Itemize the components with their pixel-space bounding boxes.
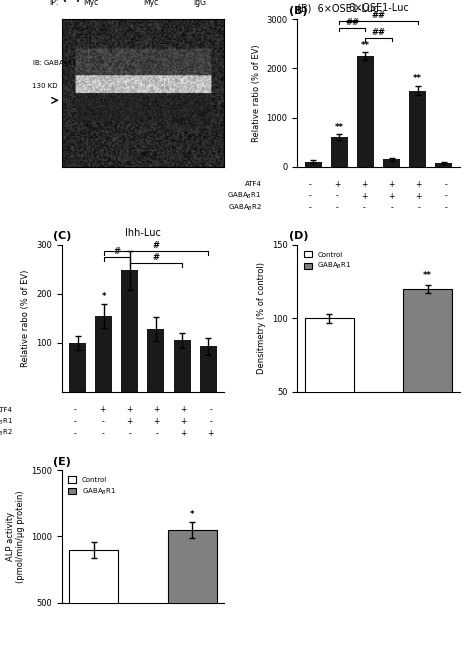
Text: +: + [361,179,368,189]
Bar [383,159,400,167]
Text: -: - [444,192,447,200]
Text: #: # [113,247,120,255]
Text: **: ** [335,122,344,132]
Bar [200,346,217,392]
Text: *: * [101,292,106,301]
Text: -: - [74,417,77,426]
Text: 130 KD: 130 KD [32,83,58,89]
Text: -: - [155,429,158,437]
Text: +: + [181,405,187,414]
Text: +: + [154,417,160,426]
Bar [121,270,138,392]
Text: +: + [127,417,133,426]
Text: (B)  6×OSE1-Luc: (B) 6×OSE1-Luc [297,3,379,13]
Bar [357,56,374,167]
Bar [331,137,348,167]
Text: (D): (D) [289,231,309,241]
Text: ##: ## [372,28,385,37]
Text: ##: ## [372,12,385,21]
Y-axis label: Relative rabo (% of EV): Relative rabo (% of EV) [21,270,30,367]
Text: +: + [208,429,214,437]
Text: **: ** [413,75,422,83]
Text: -: - [336,192,339,200]
Text: (B): (B) [289,6,308,16]
Text: IB: GABA$_B$R1: IB: GABA$_B$R1 [32,58,78,69]
Text: **: ** [423,271,432,280]
Text: -: - [101,417,104,426]
Text: -: - [444,179,447,189]
Text: -: - [74,429,77,437]
Bar [69,550,118,648]
Bar [173,340,191,392]
Text: Myc: Myc [143,0,159,6]
Text: +: + [415,179,422,189]
Text: IgG: IgG [193,0,206,6]
Text: #: # [153,240,159,249]
Text: -: - [390,203,393,213]
Text: -: - [101,429,104,437]
Text: #: # [153,253,159,262]
Y-axis label: ALP activity
(pmol/min/μg protein): ALP activity (pmol/min/μg protein) [6,490,25,583]
Text: +: + [181,417,187,426]
Text: Myc: Myc [83,0,99,6]
Text: GABA$_B$R2: GABA$_B$R2 [228,203,262,213]
Bar [409,91,426,167]
Text: +: + [154,405,160,414]
Text: -: - [210,417,212,426]
Text: ##: ## [346,18,359,27]
Text: (E): (E) [54,457,72,467]
Title: 6×OSE1-Luc: 6×OSE1-Luc [348,3,409,13]
Text: +: + [361,192,368,200]
Y-axis label: Densitmetry (% of control): Densitmetry (% of control) [257,262,266,375]
Bar [436,163,452,167]
Bar [305,318,354,465]
Text: -: - [309,192,311,200]
Text: ATF4: ATF4 [245,181,262,187]
Bar [69,343,86,392]
Text: +: + [415,192,422,200]
Text: ATF4: ATF4 [0,407,13,413]
Bar [147,329,164,392]
Text: *: * [190,510,194,519]
Text: -: - [309,203,311,213]
Text: +: + [181,429,187,437]
Text: -: - [128,429,131,437]
Text: +: + [334,179,340,189]
Legend: Control, GABA$_B$R1: Control, GABA$_B$R1 [65,474,118,500]
Text: **: ** [361,41,370,50]
Text: IP:: IP: [49,0,58,6]
Text: GABA$_B$R1: GABA$_B$R1 [228,191,262,201]
Text: -: - [74,405,77,414]
Text: +: + [388,192,395,200]
Text: -: - [363,203,366,213]
Legend: Control, GABA$_B$R1: Control, GABA$_B$R1 [301,248,354,274]
Bar [403,289,452,465]
Text: (C): (C) [54,231,72,241]
Text: -: - [417,203,420,213]
Text: GABA$_B$R1: GABA$_B$R1 [0,416,13,426]
Bar [95,316,112,392]
Title: Ihh-Luc: Ihh-Luc [125,229,161,238]
Text: +: + [388,179,395,189]
Text: -: - [336,203,339,213]
Text: (A): (A) [62,0,81,2]
Text: -: - [444,203,447,213]
Text: -: - [210,405,212,414]
Bar [167,530,217,648]
Y-axis label: Relative ratio (% of EV): Relative ratio (% of EV) [252,44,261,142]
Text: GABA$_B$R2: GABA$_B$R2 [0,428,13,438]
Bar [305,162,322,167]
Text: -: - [309,179,311,189]
Text: +: + [100,405,106,414]
Text: +: + [127,405,133,414]
